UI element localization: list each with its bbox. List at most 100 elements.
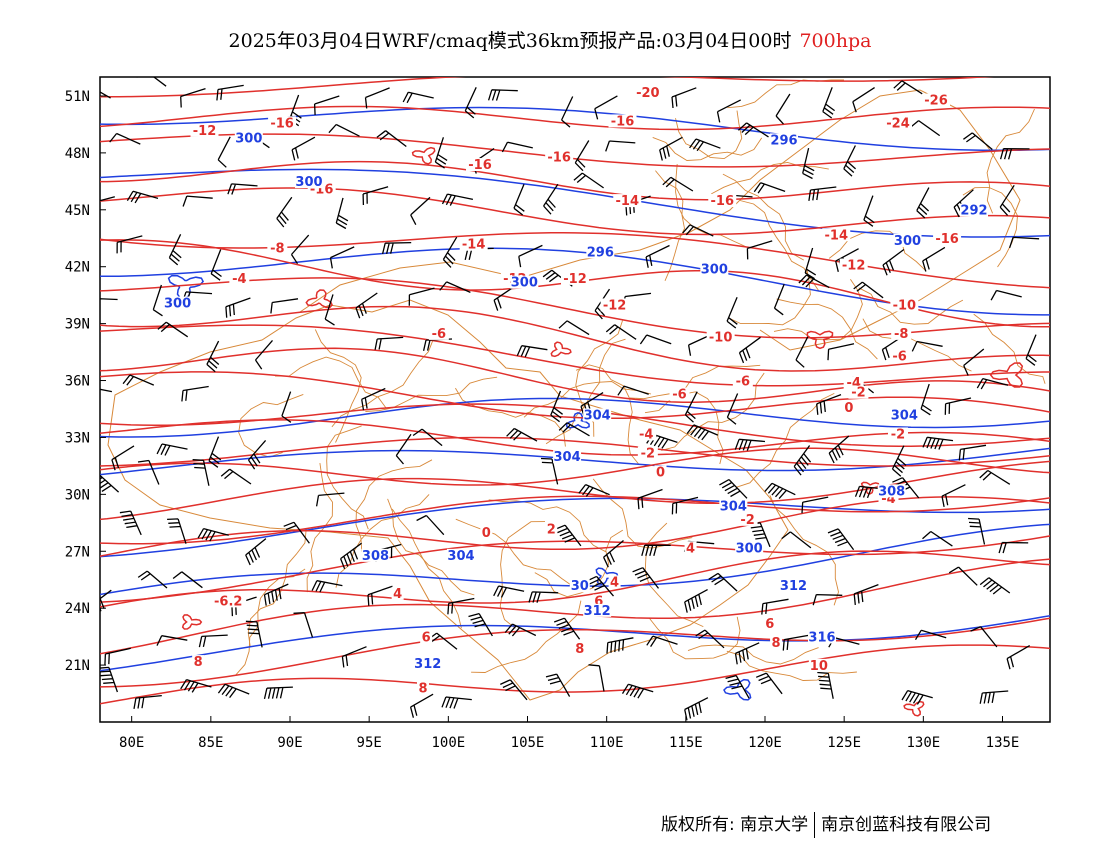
wind-barb [100,298,118,301]
wind-barb [782,634,811,651]
wind-barb [518,244,543,268]
wind-barb [891,445,907,477]
temperature-label-bg [190,123,219,137]
wind-barb [122,374,155,386]
wind-barb [402,91,434,104]
isotherm [100,232,1050,289]
temperature-label-bg [822,228,851,242]
temperature-label: -14 [825,228,849,243]
temperature-label-bg [637,446,658,460]
lon-tick-label: 115E [669,735,703,751]
wind-barb [773,283,785,316]
lat-tick-label: 33N [65,430,90,446]
wind-barb [963,132,993,151]
wind-barb [545,673,571,697]
lat-tick-label: 21N [65,658,90,674]
wind-barb [410,196,431,226]
wind-barb [263,583,289,606]
temperature-label-bg [466,158,494,172]
height-label-bg [413,656,442,670]
wind-barb [247,439,267,470]
province-boundary [769,495,839,606]
wind-barb [621,683,654,699]
wind-barb [339,542,362,570]
wind-barb [979,690,1009,704]
wind-barb [119,510,142,536]
lat-tick-label: 24N [65,601,90,617]
temperature-label: -6 [736,374,750,389]
title-text: 2025年03月04日WRF/cmaq模式36km预报产品:03月04日00时 [228,30,792,52]
height-label: 296 [587,245,614,260]
height-label-bg [719,499,748,513]
wind-barb [812,593,843,606]
wind-barb [395,433,412,465]
wind-barb [217,136,231,168]
wind-barb [364,87,390,109]
lon-tick-label: 100E [431,735,465,751]
temperature-label: -2 [851,386,865,401]
province-boundary [365,376,498,412]
wind-barb [659,136,683,161]
wind-barb [863,195,875,227]
copyright-text: 版权所有: 南京大学 [661,815,809,835]
wind-barb [795,336,809,368]
wind-barb [645,244,670,268]
height-label: 304 [447,549,474,564]
wind-barb [468,612,493,637]
wind-barb [220,468,252,485]
wind-barb [133,694,162,710]
height-label-bg [447,548,475,562]
wind-barb [854,485,886,499]
wind-barb [137,459,160,485]
temperature-label: -6 [432,327,446,342]
wind-barb [290,234,310,265]
wind-barb [979,577,1011,595]
wind-barb [892,477,920,499]
height-label-bg [735,541,764,555]
wind-barb [206,340,220,373]
isotherm [100,617,1050,688]
wind-barb [493,585,525,598]
wind-barb [588,664,605,692]
wind-barb [606,637,634,654]
wind-barb [578,484,610,497]
province-boundary [652,136,763,161]
province-boundary [499,521,546,629]
wind-barb [376,130,407,148]
wind-barb [963,348,985,376]
height-contour-closed [595,567,619,586]
isotherm [100,105,1050,131]
province-boundary [523,381,652,418]
height-label: 300 [736,541,763,556]
lat-tick-label: 48N [65,146,90,162]
province-boundary [726,650,857,681]
temperature-label-bg [888,427,908,441]
temperature-label-bg [922,93,950,107]
height-label: 30 [571,579,589,594]
province-boundary [455,518,574,587]
temperature-label: -16 [468,158,492,173]
isotherm-closed [989,362,1024,388]
temperature-label-bg [417,681,429,695]
wind-barb [922,246,946,272]
lat-tick-label: 51N [65,89,90,105]
height-label-bg [890,408,919,422]
temperature-label-bg [573,641,586,655]
wind-barb [708,572,738,592]
temperature-label: -2 [740,513,754,528]
temperature-label: -2 [641,446,655,461]
temperature-label-bg [192,655,205,669]
wind-barb [603,540,624,568]
isotherm-closed [806,330,834,350]
temperature-label: 8 [194,655,203,670]
wind-barb [341,646,367,668]
country-boundary [107,299,789,701]
temperature-label-bg [933,232,962,246]
temperature-label-bg [890,298,919,312]
wind-barb [513,184,525,216]
wind-barb [500,679,528,701]
isotherm [100,324,1050,387]
height-label-bg [700,262,729,276]
wind-barb [291,136,316,161]
isotherm [100,77,995,98]
